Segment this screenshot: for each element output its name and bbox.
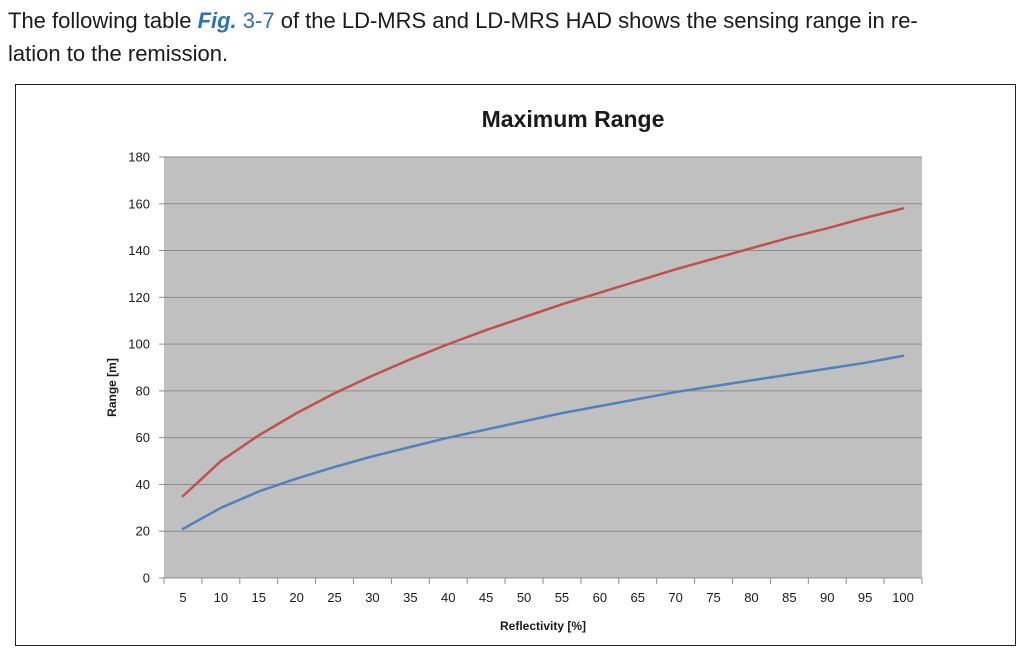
x-tick-label: 40: [441, 590, 455, 605]
y-tick-label: 40: [136, 477, 150, 492]
gridlines: [164, 156, 922, 532]
series-lines: [181, 207, 905, 531]
series-line-2: [181, 354, 905, 531]
plot-area: [164, 157, 922, 578]
y-tick-label: 180: [128, 150, 150, 165]
x-tick-label: 85: [782, 590, 796, 605]
y-tick-label: 140: [128, 243, 150, 258]
x-tick-label: 90: [820, 590, 834, 605]
y-tick-label: 20: [136, 524, 150, 539]
x-tick-label: 45: [479, 590, 493, 605]
intro-text-end: of the LD-MRS and LD-MRS HAD shows the s…: [274, 8, 918, 33]
y-tick-label: 80: [136, 383, 150, 398]
x-tick-label: 25: [327, 590, 341, 605]
figure-ref-label: Fig.: [197, 8, 237, 33]
x-tick-label: 35: [403, 590, 417, 605]
x-tick-label: 70: [668, 590, 682, 605]
x-tick-label: 65: [631, 590, 645, 605]
x-tick-label: 100: [892, 590, 914, 605]
chart-title: Maximum Range: [482, 106, 665, 132]
x-tick-label: 50: [517, 590, 531, 605]
x-tick-label: 55: [555, 590, 569, 605]
intro-text-start: The following table: [8, 8, 198, 33]
range-chart: 0 20 40 60 80 100 120 140 160 180 5 10 15 20 25 30 35 40 4…: [105, 106, 923, 633]
x-tick-label: 75: [706, 590, 720, 605]
x-tick-label: 30: [365, 590, 379, 605]
x-tick-label: 5: [179, 590, 186, 605]
chart-frame: 0 20 40 60 80 100 120 140 160 180 5 10 15 20 25 30 35 40 4…: [15, 84, 1016, 646]
y-tick-label: 100: [128, 337, 150, 352]
y-tick-label: 60: [136, 430, 150, 445]
figure-reference-link[interactable]: Fig. 3-7: [198, 8, 275, 33]
intro-text-line2: lation to the remission.: [8, 41, 229, 66]
x-tick-label: 80: [744, 590, 758, 605]
intro-paragraph: The following table Fig. 3-7 of the LD-M…: [8, 4, 1018, 70]
x-tick-label: 60: [593, 590, 607, 605]
y-tick-label: 160: [128, 196, 150, 211]
figure-ref-number: 3-7: [236, 8, 275, 33]
x-tick-label: 15: [252, 590, 266, 605]
x-tick-label: 10: [214, 590, 228, 605]
x-tick-label: 20: [289, 590, 303, 605]
y-tick-label: 0: [143, 571, 150, 586]
x-axis-label: Reflectivity [%]: [500, 619, 586, 633]
x-tick-label: 95: [858, 590, 872, 605]
y-axis-label: Range [m]: [105, 358, 119, 417]
y-tick-label: 120: [128, 290, 150, 305]
series-line-1: [181, 207, 905, 498]
axes: 0 20 40 60 80 100 120 140 160 180 5 10 15 20 25 30 35 40 4…: [128, 150, 923, 605]
